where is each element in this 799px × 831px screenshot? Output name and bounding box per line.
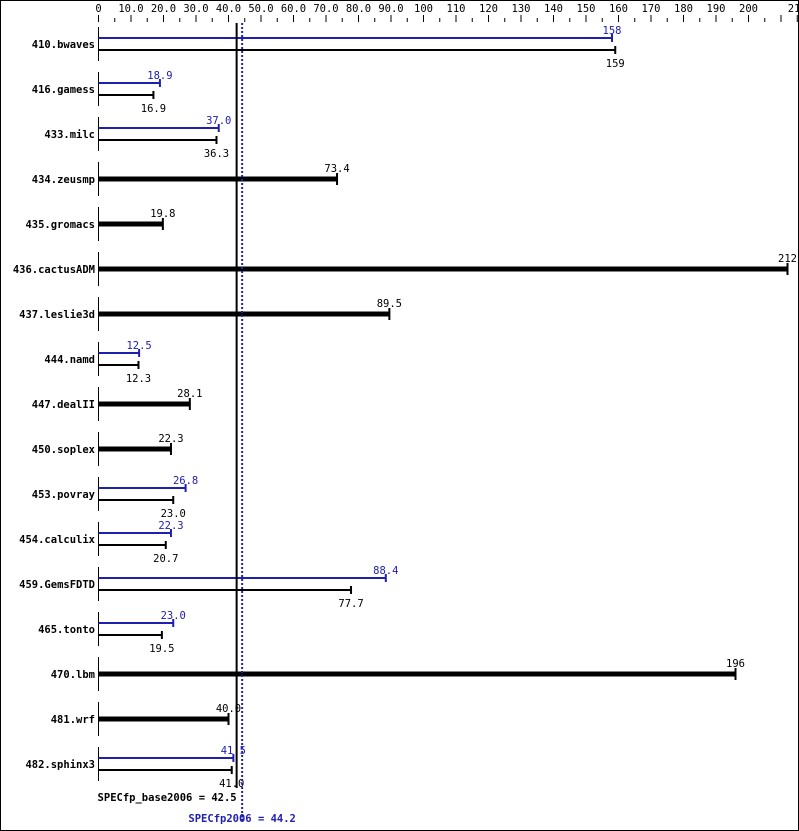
x-tick-label: 140 <box>544 3 563 15</box>
base-value-label: 196 <box>726 658 745 670</box>
benchmark-label: 481.wrf <box>51 714 95 726</box>
x-tick-label: 90.0 <box>378 3 403 15</box>
base-value-label: 12.3 <box>126 373 151 385</box>
x-tick-label: 110 <box>447 3 466 15</box>
benchmark-label: 450.soplex <box>32 444 96 456</box>
base-value-label: 36.3 <box>204 148 229 160</box>
peak-value-label: 158 <box>603 25 622 37</box>
benchmark-label: 447.dealII <box>32 399 95 411</box>
base-value-label: 40.0 <box>216 703 241 715</box>
benchmark-label: 459.GemsFDTD <box>19 579 95 591</box>
x-tick-label: 50.0 <box>248 3 273 15</box>
x-tick-label: 190 <box>707 3 726 15</box>
x-tick-label: 160 <box>609 3 628 15</box>
base-value-label: 73.4 <box>324 163 349 175</box>
benchmark-label: 454.calculix <box>19 534 96 546</box>
base-value-label: 41.0 <box>219 778 244 790</box>
peak-value-label: 23.0 <box>161 610 186 622</box>
benchmark-label: 434.zeusmp <box>32 174 95 186</box>
base-value-label: 23.0 <box>161 508 186 520</box>
x-tick-label: 80.0 <box>346 3 371 15</box>
x-tick-label: 215 <box>788 3 799 15</box>
x-tick-label: 40.0 <box>216 3 241 15</box>
benchmark-label: 416.gamess <box>32 84 95 96</box>
benchmark-label: 453.povray <box>32 489 96 501</box>
benchmark-label: 410.bwaves <box>32 39 95 51</box>
base-value-label: 19.5 <box>149 643 174 655</box>
benchmark-label: 465.tonto <box>38 624 95 636</box>
x-tick-label: 100 <box>414 3 433 15</box>
benchmark-label: 470.lbm <box>51 669 95 681</box>
x-tick-label: 0 <box>95 3 101 15</box>
x-tick-label: 120 <box>479 3 498 15</box>
base-value-label: 159 <box>606 58 625 70</box>
peak-value-label: 18.9 <box>147 70 172 82</box>
x-tick-label: 70.0 <box>313 3 338 15</box>
base-value-label: 16.9 <box>141 103 166 115</box>
x-tick-label: 10.0 <box>118 3 143 15</box>
benchmark-label: 437.leslie3d <box>19 309 95 321</box>
peak-value-label: 37.0 <box>206 115 231 127</box>
base-value-label: 19.8 <box>150 208 175 220</box>
x-tick-label: 200 <box>739 3 758 15</box>
peak-value-label: 12.5 <box>126 340 151 352</box>
x-tick-label: 30.0 <box>183 3 208 15</box>
peak-value-label: 88.4 <box>373 565 398 577</box>
x-tick-label: 180 <box>674 3 693 15</box>
peak-value-label: 26.8 <box>173 475 198 487</box>
base-value-label: 89.5 <box>377 298 402 310</box>
benchmark-label: 435.gromacs <box>25 219 95 231</box>
base-value-label: 28.1 <box>177 388 202 400</box>
x-tick-label: 20.0 <box>151 3 176 15</box>
base-value-label: 212 <box>778 253 797 265</box>
benchmark-label: 444.namd <box>44 354 95 366</box>
base-value-label: 22.3 <box>158 433 183 445</box>
benchmark-label: 436.cactusADM <box>13 264 95 276</box>
x-tick-label: 150 <box>577 3 596 15</box>
x-tick-label: 60.0 <box>281 3 306 15</box>
base-value-label: 20.7 <box>153 553 178 565</box>
x-tick-label: 130 <box>512 3 531 15</box>
x-tick-label: 170 <box>642 3 661 15</box>
base-mean-label: SPECfp_base2006 = 42.5 <box>98 792 237 804</box>
peak-value-label: 41.5 <box>221 745 246 757</box>
peak-value-label: 22.3 <box>158 520 183 532</box>
benchmark-label: 482.sphinx3 <box>25 759 95 771</box>
benchmark-label: 433.milc <box>44 129 95 141</box>
base-value-label: 77.7 <box>338 598 363 610</box>
peak-mean-label: SPECfp2006 = 44.2 <box>188 813 295 825</box>
